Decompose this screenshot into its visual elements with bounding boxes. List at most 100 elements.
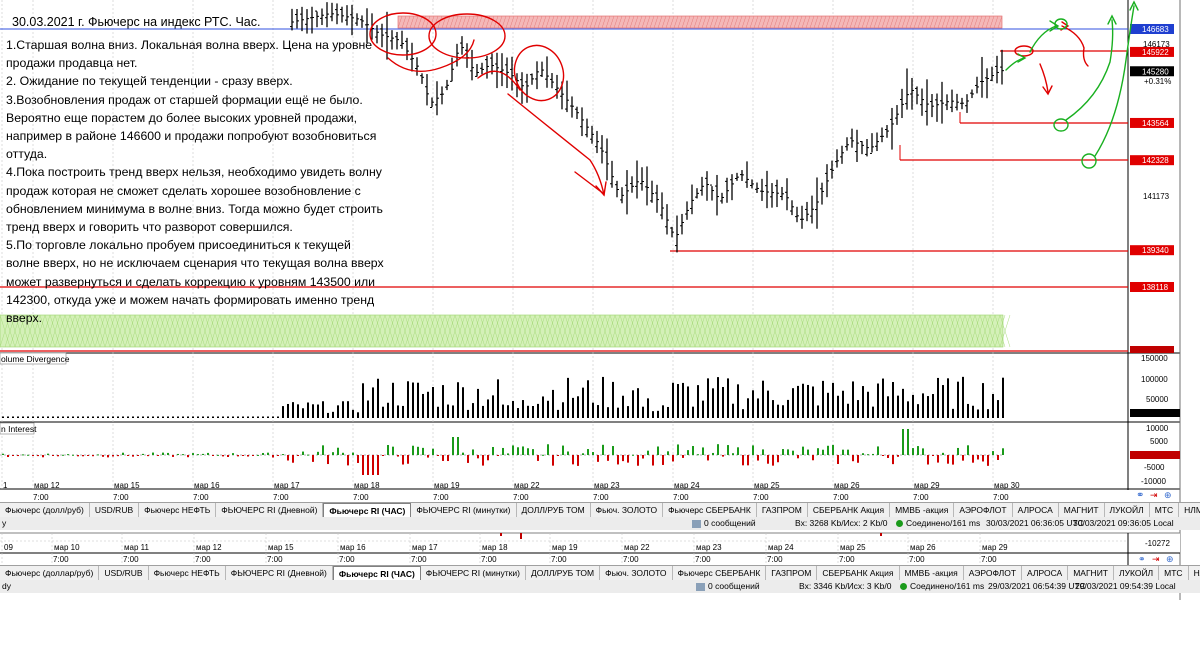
chart-tab[interactable]: НЛМК (1179, 503, 1200, 517)
link-icon[interactable]: ⚭ (1138, 555, 1146, 565)
price-tag-box (1130, 46, 1174, 57)
chart-tab[interactable]: АЛРОСА (1022, 566, 1069, 580)
chart-tab[interactable]: ДОЛЛ/РУБ ТОМ (517, 503, 591, 517)
volume-bar (852, 381, 854, 418)
hatch-line (704, 314, 716, 348)
hatch-line (445, 15, 451, 29)
hatch-line (314, 314, 326, 348)
hatch-line (869, 15, 875, 29)
link-icon[interactable]: ⚭ (1136, 490, 1144, 501)
chart-tab[interactable]: USD/RUB (90, 503, 140, 517)
chart-tab[interactable]: Фьючерс НЕФТЬ (139, 503, 217, 517)
hatch-line (909, 314, 921, 348)
oi-bar (502, 447, 504, 455)
oi-bar (607, 455, 609, 461)
hatch-line (509, 314, 521, 348)
hatch-line (274, 314, 286, 348)
chart-tab[interactable]: Фьючерс СБЕРБАНК (663, 503, 757, 517)
oi-bar (917, 446, 919, 455)
oi-tick-label: 10000 (1146, 424, 1169, 433)
chart-tab[interactable]: ДОЛЛ/РУБ ТОМ (526, 566, 601, 580)
volume-bar (412, 382, 414, 418)
chart-tab[interactable]: ФЬЮЧЕРС RI (Дневной) (216, 503, 324, 517)
volume-bar (167, 416, 169, 418)
hatch-line (974, 314, 986, 348)
chart-tab[interactable]: АЛРОСА (1013, 503, 1059, 517)
volume-bar (282, 406, 284, 418)
chart-tab[interactable]: ГАЗПРОМ (766, 566, 818, 580)
chart-tab[interactable]: МАГНИТ (1059, 503, 1105, 517)
chart-tab[interactable]: Фьючерс RI (ЧАС) (323, 503, 412, 517)
messages-icon (696, 582, 705, 591)
chart-tab[interactable]: Фьюч. ЗОЛОТО (591, 503, 664, 517)
volume-bar (532, 406, 534, 418)
oi-bar (952, 455, 954, 465)
chart-tab[interactable]: ЛУКОЙЛ (1114, 566, 1160, 580)
chart-tab[interactable]: ЛУКОЙЛ (1105, 503, 1150, 517)
hatch-line (449, 314, 461, 348)
volume-bar (982, 383, 984, 418)
oi-bar (337, 447, 339, 455)
volume-bar (632, 390, 634, 418)
scroll-right-icon[interactable]: ⇥ (1150, 491, 1158, 501)
volume-bar (197, 416, 199, 418)
oi-bar (657, 446, 659, 455)
price-tag-label: 138118 (1142, 283, 1169, 292)
hatch-line (114, 314, 126, 348)
volume-bar (657, 410, 659, 418)
hatch-line (409, 314, 421, 348)
chart-tab[interactable]: Фьюч. ЗОЛОТО (600, 566, 673, 580)
chart-tab[interactable]: СБЕРБАНК Акция (808, 503, 891, 517)
chart-tab[interactable]: Фьючерс (долл/руб) (0, 503, 90, 517)
oi-bar (317, 451, 319, 455)
oi-bar (762, 449, 764, 455)
hatch-line (4, 314, 16, 348)
chart-tab[interactable]: СБЕРБАНК Акция (817, 566, 900, 580)
oi-bar (562, 445, 564, 455)
chart-tab[interactable]: МТС (1150, 503, 1180, 517)
chart-tab[interactable]: МТС (1159, 566, 1189, 580)
zoom-icon[interactable]: ⊕ (1166, 555, 1174, 565)
hatch-line (59, 314, 71, 348)
chart-tab[interactable]: Фьючерс СБЕРБАНК (673, 566, 767, 580)
x-axis-labels: 1 мар 12 7:00 мар 15 7:00 мар 16 7:00 мар 17 7:0… (3, 481, 1020, 502)
hatch-line (179, 314, 191, 348)
hatch-line (329, 314, 341, 348)
chart-tab[interactable]: USD/RUB (99, 566, 149, 580)
oi-bar (202, 453, 204, 455)
scroll-right-icon[interactable]: ⇥ (1152, 555, 1160, 565)
hatch-line (174, 314, 186, 348)
chart-tab[interactable]: НЛМК (1189, 566, 1200, 580)
volume-bar (542, 396, 544, 418)
oi-bar (287, 455, 289, 461)
chart-tab[interactable]: Фьючерс НЕФТЬ (149, 566, 226, 580)
chart-tab[interactable]: Фьючерс RI (ЧАС) (332, 566, 421, 580)
chart-tab[interactable]: ФЬЮЧЕРС RI (минутки) (421, 566, 526, 580)
price-tick-label: 146173 (1143, 40, 1170, 49)
volume-bar (387, 402, 389, 418)
chart-tab[interactable]: Фьючерс (доллар/руб) (0, 566, 100, 580)
price-tag-box (1130, 24, 1174, 34)
hatch-line (269, 314, 281, 348)
volume-current-tag (1130, 409, 1180, 417)
chart-tab[interactable]: АЭРОФЛОТ (954, 503, 1013, 517)
x-time-label: 7:00 (673, 493, 689, 502)
hatch-line (334, 314, 346, 348)
hatch-line (129, 314, 141, 348)
zoom-icon[interactable]: ⊕ (1164, 491, 1172, 501)
chart-tab[interactable]: МАГНИТ (1068, 566, 1114, 580)
volume-indicator-label: olume Divergence (1, 354, 70, 364)
hatch-line (885, 15, 891, 29)
hatch-line (501, 15, 507, 29)
oi-bar (837, 455, 839, 464)
volume-bar (737, 384, 739, 418)
chart-tab[interactable]: ММВБ -акция (900, 566, 964, 580)
volume-bar (547, 400, 549, 418)
chart-tab[interactable]: АЭРОФЛОТ (964, 566, 1023, 580)
chart-tab[interactable]: ГАЗПРОМ (757, 503, 808, 517)
chart-tab[interactable]: ММВБ -акция (890, 503, 955, 517)
chart-tab[interactable]: ФЬЮЧЕРС RI (Дневной) (226, 566, 333, 580)
chart-tab[interactable]: ФЬЮЧЕРС RI (минутки) (411, 503, 517, 517)
chart-tabs-top: Фьючерс (долл/руб) USD/RUB Фьючерс НЕФТЬ ФЬ… (0, 502, 1200, 518)
